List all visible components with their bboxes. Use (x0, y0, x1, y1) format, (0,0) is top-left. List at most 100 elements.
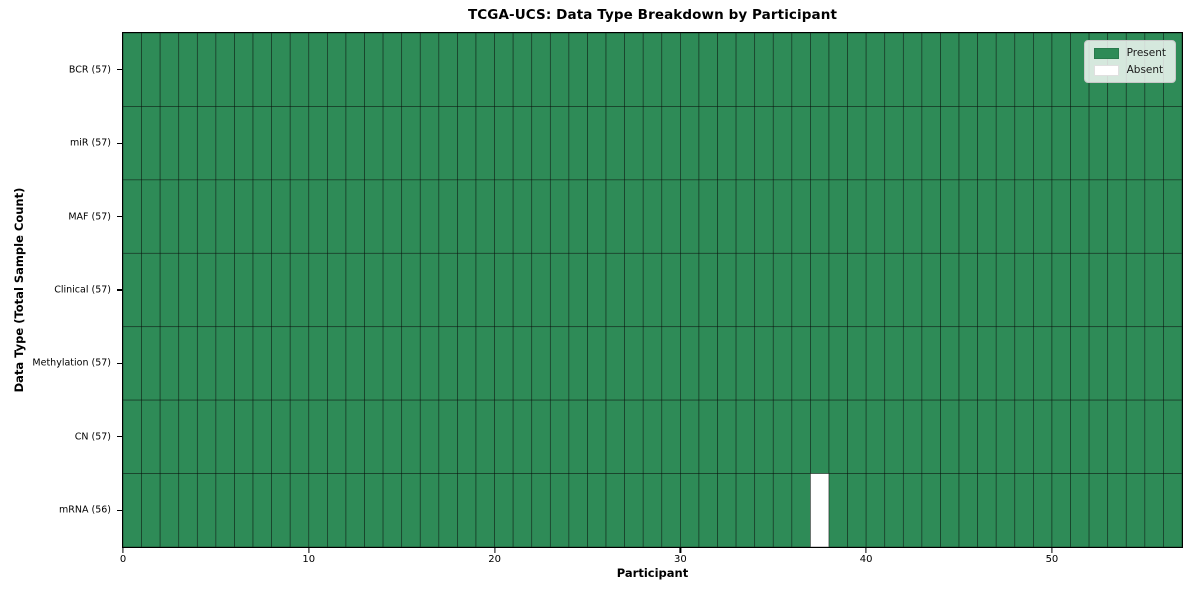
heatmap-cell (494, 326, 514, 401)
heatmap-cell (1107, 179, 1127, 254)
heatmap-cell (289, 326, 310, 401)
heatmap-grid (123, 33, 1182, 547)
heatmap-cell (698, 326, 718, 401)
heatmap-cell (1070, 106, 1090, 181)
heatmap-cell (735, 399, 756, 474)
heatmap-cell (1070, 399, 1090, 474)
heatmap-cell (977, 252, 997, 328)
heatmap-cell (791, 399, 811, 474)
heatmap-cell (364, 33, 384, 107)
heatmap-cell (624, 33, 644, 107)
heatmap-cell (1144, 326, 1164, 401)
heatmap-cell (624, 252, 644, 328)
heatmap-cell (475, 473, 495, 547)
heatmap-cell (401, 252, 421, 328)
heatmap-cell (977, 179, 997, 254)
heatmap-cell (123, 106, 142, 181)
heatmap-cell (977, 473, 997, 547)
heatmap-cell (810, 179, 830, 254)
heatmap-cell (178, 399, 198, 474)
heatmap-cell (1125, 473, 1146, 547)
heatmap-cell (512, 399, 533, 474)
heatmap-cell (215, 252, 235, 328)
x-tick-label: 20 (488, 554, 501, 565)
heatmap-cell (196, 326, 217, 401)
heatmap-cell (382, 106, 403, 181)
heatmap-cell (512, 106, 533, 181)
heatmap-cell (958, 106, 978, 181)
x-tick-mark (865, 548, 867, 553)
heatmap-cell (1014, 252, 1034, 328)
heatmap-cell (642, 179, 663, 254)
heatmap-cell (308, 179, 328, 254)
heatmap-cell (196, 179, 217, 254)
heatmap-cell (977, 33, 997, 107)
heatmap-cell (902, 326, 923, 401)
heatmap-cell (252, 399, 272, 474)
heatmap-cell (1163, 326, 1182, 401)
heatmap-cell (680, 106, 700, 181)
heatmap-cell (1088, 326, 1109, 401)
heatmap-cell (1144, 106, 1164, 181)
heatmap-cell (494, 252, 514, 328)
heatmap-cell (159, 106, 180, 181)
heatmap-cell (345, 252, 365, 328)
heatmap-cell (568, 252, 588, 328)
heatmap-cell (364, 179, 384, 254)
heatmap-cell (587, 399, 607, 474)
heatmap-cell (457, 473, 477, 547)
heatmap-cell (940, 33, 960, 107)
heatmap-cell (717, 179, 737, 254)
x-tick-mark (493, 548, 496, 553)
heatmap-cell (865, 473, 886, 547)
heatmap-cell (289, 399, 310, 474)
heatmap-cell (772, 33, 793, 107)
heatmap-cell (123, 473, 142, 547)
heatmap-cell (327, 252, 347, 328)
heatmap-cell (828, 252, 848, 328)
heatmap-cell (141, 179, 161, 254)
heatmap-cell (308, 252, 328, 328)
heatmap-cell (252, 179, 272, 254)
heatmap-cell (810, 33, 830, 107)
heatmap-cell (289, 33, 310, 107)
heatmap-cell (865, 33, 886, 107)
heatmap-cell (772, 179, 793, 254)
legend-item: Present (1093, 47, 1166, 59)
legend-swatch-absent-icon (1093, 64, 1119, 76)
heatmap-cell (1107, 252, 1127, 328)
heatmap-cell (159, 326, 180, 401)
heatmap-cell (327, 179, 347, 254)
x-tick-mark (122, 548, 124, 553)
heatmap-cell (642, 326, 663, 401)
heatmap-cell (531, 473, 551, 547)
x-axis-label: Participant (616, 566, 689, 580)
heatmap-cell (419, 399, 440, 474)
heatmap-cell (995, 33, 1016, 107)
heatmap-cell (1033, 33, 1053, 107)
heatmap-cell (1033, 252, 1053, 328)
heatmap-cell (680, 326, 700, 401)
heatmap-cell (289, 179, 310, 254)
heatmap-cell (847, 106, 867, 181)
heatmap-cell (587, 252, 607, 328)
heatmap-cell (494, 179, 514, 254)
heatmap-cell (772, 399, 793, 474)
heatmap-cell (995, 252, 1016, 328)
heatmap-cell (754, 179, 774, 254)
heatmap-cell (215, 33, 235, 107)
heatmap-cell (754, 106, 774, 181)
heatmap-cell (345, 326, 365, 401)
heatmap-cell (995, 106, 1016, 181)
y-tick-mark (117, 509, 122, 511)
heatmap-cell (921, 326, 941, 401)
heatmap-cell (215, 399, 235, 474)
heatmap-cell (159, 399, 180, 474)
heatmap-cell (178, 473, 198, 547)
heatmap-cell (215, 326, 235, 401)
heatmap-cell (512, 252, 533, 328)
heatmap-cell (549, 33, 570, 107)
heatmap-cell (345, 106, 365, 181)
heatmap-cell (123, 399, 142, 474)
heatmap-cell (661, 326, 681, 401)
